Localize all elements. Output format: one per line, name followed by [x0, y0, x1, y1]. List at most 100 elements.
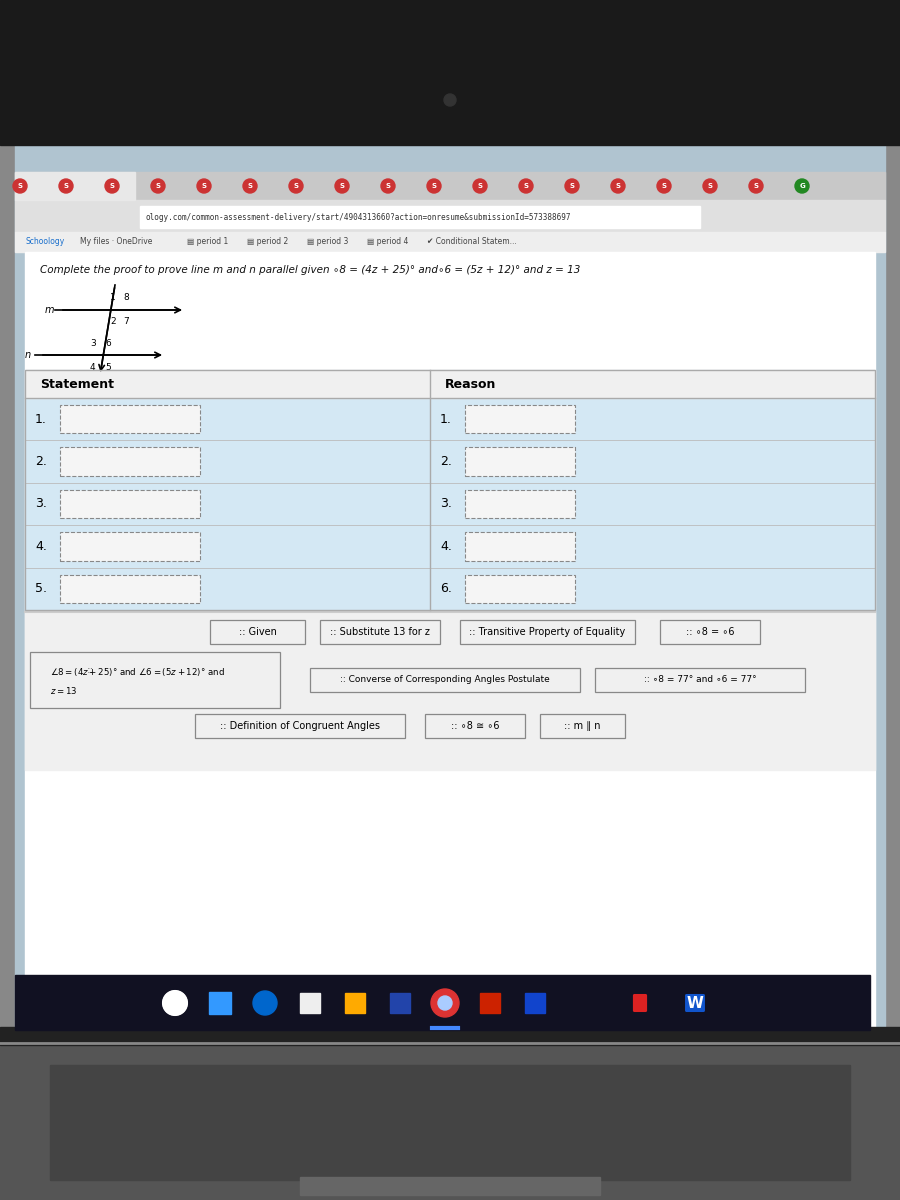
Text: 1: 1	[110, 294, 116, 302]
Bar	[15, 974, 870, 1030]
Text: 8: 8	[123, 294, 129, 302]
Text: $\angle 8=(4z+25)°$ and $\angle 6=(5z+12)°$ and: $\angle 8=(4z+25)°$ and $\angle 6=(5z+12…	[50, 666, 225, 678]
Text: 2.: 2.	[35, 455, 47, 468]
Bar	[595, 668, 805, 692]
Bar	[60, 533, 200, 560]
Bar	[0, 100, 900, 1050]
Bar	[480, 994, 500, 1013]
Text: :: ∘8 ≅ ∘6: :: ∘8 ≅ ∘6	[451, 721, 500, 731]
Bar	[465, 448, 575, 475]
Text: ::: ::	[86, 665, 94, 674]
Text: S: S	[64, 182, 68, 188]
Text: S: S	[17, 182, 22, 188]
Bar	[390, 994, 410, 1013]
Circle shape	[611, 179, 625, 193]
Text: 2.: 2.	[440, 455, 452, 468]
Text: S: S	[753, 182, 759, 188]
Text: Complete the proof to prove line m and n parallel given ∘8 = (4z + 25)° and∘6 = : Complete the proof to prove line m and n…	[40, 265, 580, 275]
Text: m: m	[45, 305, 55, 314]
Bar	[210, 620, 305, 644]
Bar	[25, 440, 875, 482]
Circle shape	[13, 179, 27, 193]
Bar	[25, 252, 875, 1030]
Text: 6.: 6.	[440, 582, 452, 595]
Text: Reason: Reason	[445, 378, 497, 390]
Text: S: S	[156, 182, 160, 188]
Bar	[300, 1177, 600, 1195]
Bar	[195, 714, 405, 738]
Circle shape	[433, 991, 457, 1015]
Bar	[540, 714, 625, 738]
Circle shape	[749, 179, 763, 193]
Text: 6: 6	[105, 338, 111, 348]
Bar	[60, 575, 200, 602]
Text: ✔ Conditional Statem...: ✔ Conditional Statem...	[427, 238, 517, 246]
Text: :: ∘8 = ∘6: :: ∘8 = ∘6	[686, 626, 734, 637]
Text: 3.: 3.	[440, 498, 452, 510]
Text: S: S	[524, 182, 528, 188]
Bar	[60, 448, 200, 475]
Text: ▤ period 2: ▤ period 2	[247, 238, 288, 246]
Circle shape	[438, 996, 452, 1010]
Text: 3.: 3.	[35, 498, 47, 510]
Bar	[30, 652, 280, 708]
Text: ology.com/common-assessment-delivery/start/4904313660?action=onresume&submission: ology.com/common-assessment-delivery/sta…	[145, 212, 571, 222]
Bar	[25, 370, 875, 398]
Text: P: P	[634, 996, 645, 1010]
Bar	[140, 206, 700, 228]
Text: 1.: 1.	[35, 413, 47, 426]
Text: S: S	[662, 182, 667, 188]
Bar	[310, 668, 580, 692]
Circle shape	[427, 179, 441, 193]
Bar	[300, 994, 320, 1013]
Bar	[15, 232, 885, 252]
Bar	[525, 994, 545, 1013]
Text: :: m ∥ n: :: m ∥ n	[564, 721, 601, 731]
Text: S: S	[293, 182, 299, 188]
Bar	[15, 172, 135, 200]
Bar	[0, 1027, 900, 1045]
Text: ▤ period 3: ▤ period 3	[307, 238, 348, 246]
Bar	[465, 533, 575, 560]
Text: :: ∘8 = 77° and ∘6 = 77°: :: ∘8 = 77° and ∘6 = 77°	[644, 676, 756, 684]
Text: 7: 7	[123, 318, 129, 326]
Bar	[25, 612, 875, 770]
Text: My files · OneDrive: My files · OneDrive	[80, 238, 152, 246]
Text: W: W	[687, 996, 704, 1010]
Circle shape	[253, 991, 277, 1015]
Circle shape	[105, 179, 119, 193]
Bar	[25, 370, 875, 610]
Text: ▤ period 4: ▤ period 4	[366, 238, 408, 246]
Circle shape	[473, 179, 487, 193]
Bar	[660, 620, 760, 644]
Text: $z=13$: $z=13$	[50, 684, 77, 696]
Circle shape	[59, 179, 73, 193]
Text: :: Transitive Property of Equality: :: Transitive Property of Equality	[470, 626, 626, 637]
Text: :: Definition of Congruent Angles: :: Definition of Congruent Angles	[220, 721, 380, 731]
Bar	[50, 1066, 850, 1180]
Circle shape	[444, 94, 456, 106]
Bar	[0, 1042, 900, 1200]
Text: S: S	[616, 182, 620, 188]
Bar	[25, 370, 875, 610]
Text: 4: 4	[90, 362, 95, 372]
Text: S: S	[570, 182, 574, 188]
Text: 4.: 4.	[440, 540, 452, 553]
Circle shape	[431, 989, 459, 1018]
Circle shape	[565, 179, 579, 193]
Circle shape	[657, 179, 671, 193]
Bar	[320, 620, 440, 644]
Text: S: S	[202, 182, 206, 188]
Text: 4.: 4.	[35, 540, 47, 553]
Circle shape	[703, 179, 717, 193]
Text: S: S	[339, 182, 345, 188]
Circle shape	[795, 179, 809, 193]
Bar	[15, 200, 885, 232]
Bar	[465, 575, 575, 602]
Bar	[15, 172, 885, 200]
Text: :: Substitute 13 for z: :: Substitute 13 for z	[330, 626, 430, 637]
Bar	[425, 714, 525, 738]
Circle shape	[519, 179, 533, 193]
Text: Statement: Statement	[40, 378, 114, 390]
Text: 1.: 1.	[440, 413, 452, 426]
